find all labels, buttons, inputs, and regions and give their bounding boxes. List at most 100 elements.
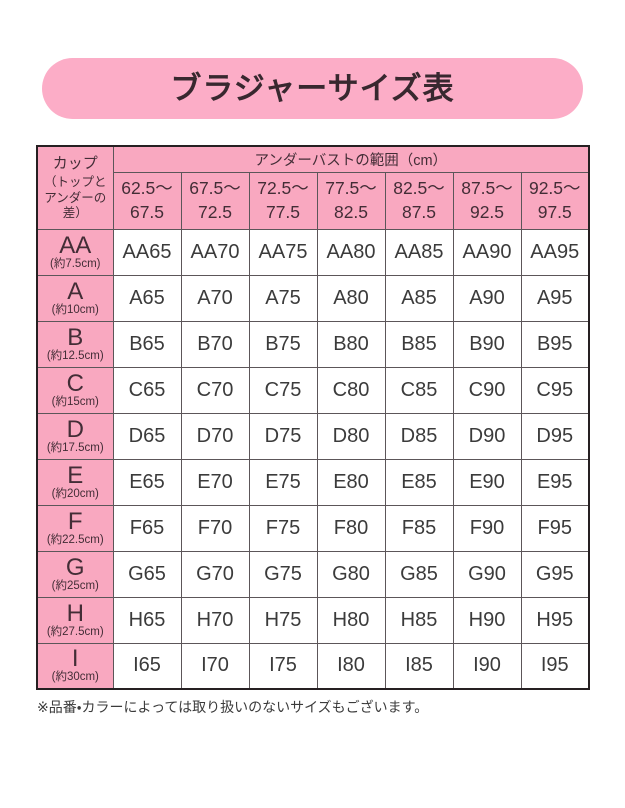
size-cell: I85: [384, 642, 454, 690]
size-row: F (約22.5cm) F65 F70 F75 F80 F85 F90 F95: [36, 504, 590, 552]
band-range-bottom: 67.5: [129, 201, 165, 222]
size-cell: G95: [520, 550, 590, 598]
size-cell: B95: [520, 320, 590, 368]
size-row: E (約20cm) E65 E70 E75 E80 E85 E90 E95: [36, 458, 590, 506]
size-row: AA (約7.5cm) AA65 AA70 AA75 AA80 AA85 AA90 AA95: [36, 228, 590, 276]
size-row: B (約12.5cm) B65 B70 B75 B80 B85 B90 B95: [36, 320, 590, 368]
cup-letter: D: [66, 415, 84, 443]
cup-letter: A: [67, 277, 84, 305]
band-range-top: 87.5～: [461, 177, 513, 198]
size-cell: D80: [316, 412, 386, 460]
size-cell: E90: [452, 458, 522, 506]
cup-label-cell: I (約30cm): [36, 642, 114, 690]
size-row: A (約10cm) A65 A70 A75 A80 A85 A90 A95: [36, 274, 590, 322]
size-cell: G90: [452, 550, 522, 598]
size-cell: AA95: [520, 228, 590, 276]
cup-diff-label: (約12.5cm): [46, 349, 104, 362]
size-cell: A70: [180, 274, 250, 322]
cup-diff-label: (約27.5cm): [46, 625, 104, 638]
footnote: ※品番・カラーによっては取り扱いのないサイズもございます。: [37, 699, 429, 715]
cup-diff-label: (約17.5cm): [46, 441, 104, 454]
band-range-bottom: 92.5: [469, 201, 505, 222]
size-cell: H80: [316, 596, 386, 644]
size-row: I (約30cm) I65 I70 I75 I80 I85 I90 I95: [36, 642, 590, 690]
size-cell: D95: [520, 412, 590, 460]
size-cell: D65: [112, 412, 182, 460]
size-cell: G70: [180, 550, 250, 598]
band-range-header: 72.5～ 77.5: [248, 171, 318, 230]
size-cell: C75: [248, 366, 318, 414]
size-cell: AA85: [384, 228, 454, 276]
size-cell: F85: [384, 504, 454, 552]
size-cell: H95: [520, 596, 590, 644]
size-cell: C95: [520, 366, 590, 414]
cup-header-cell: カップ （トップとアンダーの差）: [36, 145, 114, 230]
cup-letter: C: [66, 369, 84, 397]
band-range-bottom: 82.5: [333, 201, 369, 222]
size-cell: E85: [384, 458, 454, 506]
band-range-top: 67.5～: [189, 177, 241, 198]
cup-label-cell: AA (約7.5cm): [36, 228, 114, 276]
band-range-header: 92.5～ 97.5: [520, 171, 590, 230]
band-range-bottom: 72.5: [197, 201, 233, 222]
band-range-bottom: 77.5: [265, 201, 301, 222]
size-cell: AA75: [248, 228, 318, 276]
size-cell: E95: [520, 458, 590, 506]
cup-label-cell: E (約20cm): [36, 458, 114, 506]
size-cell: G85: [384, 550, 454, 598]
size-cell: B65: [112, 320, 182, 368]
cup-letter: F: [67, 507, 83, 535]
size-cell: I80: [316, 642, 386, 690]
size-cell: F70: [180, 504, 250, 552]
cup-letter: AA: [59, 231, 92, 259]
size-cell: C90: [452, 366, 522, 414]
size-cell: I65: [112, 642, 182, 690]
bra-size-table: カップ （トップとアンダーの差） アンダーバストの範囲（cm） 62.5～ 67.…: [36, 145, 590, 690]
size-cell: I95: [520, 642, 590, 690]
band-range-header: 87.5～ 92.5: [452, 171, 522, 230]
size-cell: AA70: [180, 228, 250, 276]
size-cell: C85: [384, 366, 454, 414]
cup-label-cell: B (約12.5cm): [36, 320, 114, 368]
size-cell: D85: [384, 412, 454, 460]
cup-letter: E: [67, 461, 84, 489]
band-range-top: 77.5～: [325, 177, 377, 198]
size-cell: A65: [112, 274, 182, 322]
size-cell: E75: [248, 458, 318, 506]
size-cell: F75: [248, 504, 318, 552]
cup-diff-label: (約10cm): [51, 303, 99, 316]
cup-diff-label: (約7.5cm): [50, 257, 101, 270]
title-banner: ブラジャーサイズ表: [42, 58, 583, 119]
size-cell: A80: [316, 274, 386, 322]
size-cell: H70: [180, 596, 250, 644]
band-range-top: 92.5～: [528, 177, 581, 198]
size-cell: B70: [180, 320, 250, 368]
cup-letter: G: [65, 553, 85, 581]
band-range-header: 82.5～ 87.5: [384, 171, 454, 230]
size-cell: AA90: [452, 228, 522, 276]
size-cell: AA80: [316, 228, 386, 276]
page-title: ブラジャーサイズ表: [170, 71, 455, 106]
cup-diff-label: (約25cm): [51, 579, 99, 592]
cup-letter: H: [66, 599, 84, 627]
band-range-row: 62.5～ 67.5 67.5～ 72.5 72.5～ 77.5 77.5～ 82.5 82.5…: [37, 171, 590, 230]
size-cell: H90: [452, 596, 522, 644]
size-cell: E80: [316, 458, 386, 506]
band-range-bottom: 87.5: [401, 201, 437, 222]
size-cell: D90: [452, 412, 522, 460]
size-cell: H75: [248, 596, 318, 644]
cup-label-cell: H (約27.5cm): [36, 596, 114, 644]
size-cell: H85: [384, 596, 454, 644]
cup-diff-label: (約20cm): [51, 487, 99, 500]
size-cell: I90: [452, 642, 522, 690]
underbust-range-header: アンダーバストの範囲（cm）: [112, 145, 590, 173]
cup-label-cell: G (約25cm): [36, 550, 114, 598]
size-row: G (約25cm) G65 G70 G75 G80 G85 G90 G95: [36, 550, 590, 598]
size-cell: G65: [112, 550, 182, 598]
size-row: C (約15cm) C65 C70 C75 C80 C85 C90 C95: [36, 366, 590, 414]
size-cell: F95: [520, 504, 590, 552]
cup-header-label: カップ: [52, 154, 98, 172]
cup-diff-label: (約22.5cm): [46, 533, 104, 546]
size-cell: A95: [520, 274, 590, 322]
size-cell: B75: [248, 320, 318, 368]
